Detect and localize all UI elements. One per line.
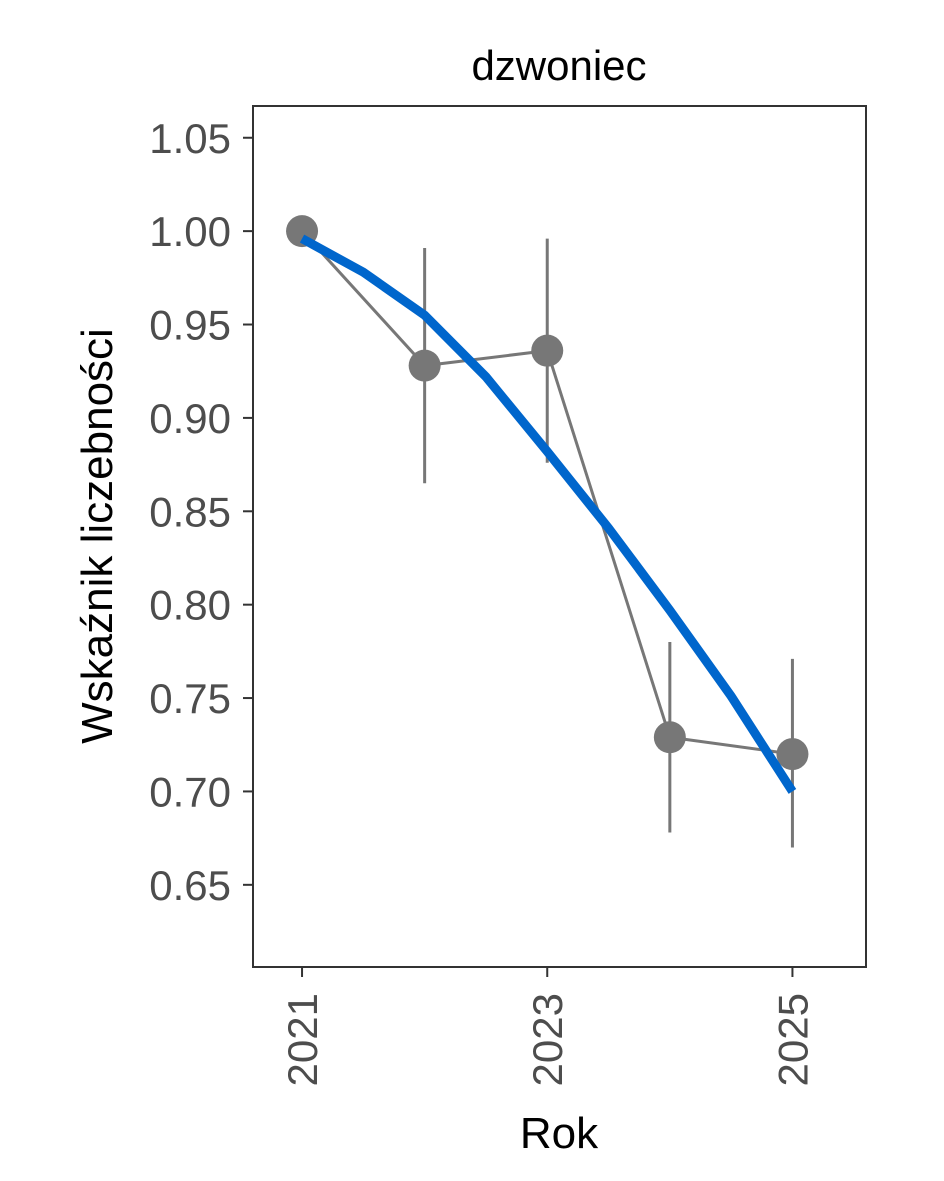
x-tick-label: 2023 xyxy=(524,993,571,1086)
y-tick-label: 0.95 xyxy=(149,302,231,349)
data-point xyxy=(653,721,686,754)
x-axis-title: Rok xyxy=(520,1109,599,1158)
y-tick-label: 0.85 xyxy=(149,488,231,535)
y-axis: 0.65 0.70 0.75 0.80 0.85 0.90 0.95 1.00 1.05 xyxy=(149,115,253,909)
y-axis-title: Wskaźnik liczebności xyxy=(73,328,122,744)
y-tick-label: 0.80 xyxy=(149,582,231,629)
y-tick-label: 1.00 xyxy=(149,208,231,255)
y-tick-label: 0.90 xyxy=(149,395,231,442)
y-tick-label: 1.05 xyxy=(149,115,231,162)
y-tick-label: 0.70 xyxy=(149,768,231,815)
x-tick-label: 2021 xyxy=(279,993,326,1086)
data-points xyxy=(286,215,809,771)
data-point xyxy=(531,334,564,367)
trend-line xyxy=(299,234,797,794)
data-point xyxy=(408,349,441,382)
y-tick-label: 0.65 xyxy=(149,862,231,909)
x-axis: 2021 2023 2025 xyxy=(279,967,816,1086)
y-tick-label: 0.75 xyxy=(149,675,231,722)
panel-background xyxy=(252,105,867,968)
data-point xyxy=(776,738,809,771)
x-tick-label: 2025 xyxy=(769,993,816,1086)
chart-title: dzwoniec xyxy=(471,42,646,89)
